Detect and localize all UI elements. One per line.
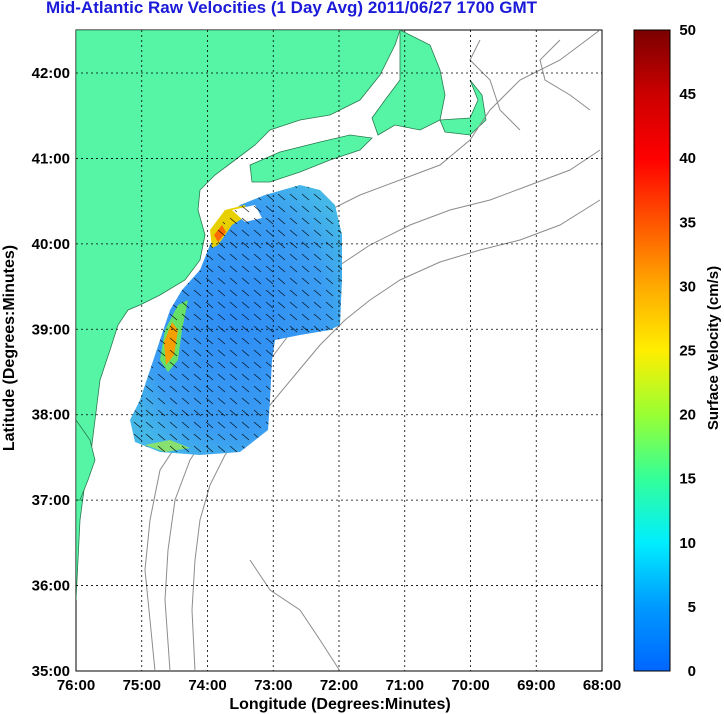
grid-lines bbox=[76, 30, 602, 671]
y-axis-ticks: 42:00 41:00 40:00 39:00 38:00 37:00 36:00 35:00 bbox=[32, 65, 70, 680]
colorbar-tick-label: 45 bbox=[679, 86, 696, 103]
y-tick-label: 35:00 bbox=[32, 663, 70, 680]
x-tick-label: 75:00 bbox=[123, 677, 161, 694]
x-tick-label: 74:00 bbox=[188, 677, 226, 694]
colorbar-tick-label: 35 bbox=[679, 214, 696, 231]
x-axis-ticks: 76:00 75:00 74:00 73:00 72:00 71:00 70:00 69:00… bbox=[57, 677, 621, 694]
colorbar-tick-label: 10 bbox=[679, 535, 696, 552]
x-axis-label: Longitude (Degrees:Minutes) bbox=[229, 696, 450, 713]
map-title: Mid-Atlantic Raw Velocities (1 Day Avg) … bbox=[46, 0, 537, 17]
x-tick-label: 76:00 bbox=[57, 677, 95, 694]
y-tick-label: 40:00 bbox=[32, 236, 70, 253]
colorbar-tick-label: 40 bbox=[679, 150, 696, 167]
x-tick-label: 72:00 bbox=[320, 677, 358, 694]
y-tick-label: 36:00 bbox=[32, 578, 70, 595]
colorbar bbox=[633, 29, 671, 672]
y-tick-label: 38:00 bbox=[32, 407, 70, 424]
colorbar-label: Surface Velocity (cm/s) bbox=[705, 266, 722, 430]
colorbar-tick-label: 20 bbox=[679, 407, 696, 424]
y-tick-label: 39:00 bbox=[32, 321, 70, 338]
x-tick-label: 73:00 bbox=[254, 677, 292, 694]
colorbar-tick-label: 25 bbox=[679, 343, 696, 360]
y-tick-label: 42:00 bbox=[32, 65, 70, 82]
colorbar-tick-label: 50 bbox=[679, 22, 696, 39]
colorbar-tick-label: 30 bbox=[679, 278, 696, 295]
colorbar-tick-label: 5 bbox=[688, 599, 696, 616]
x-tick-label: 70:00 bbox=[451, 677, 489, 694]
cape-cod bbox=[371, 30, 446, 136]
y-tick-label: 37:00 bbox=[32, 492, 70, 509]
delmarva bbox=[76, 419, 96, 501]
colorbar-tick-label: 15 bbox=[679, 471, 696, 488]
y-axis-label: Latitude (Degrees:Minutes) bbox=[1, 245, 18, 451]
colorbar-tick-label: 0 bbox=[688, 663, 696, 680]
x-tick-label: 71:00 bbox=[386, 677, 424, 694]
velocity-vectors bbox=[130, 185, 342, 455]
cape-cod-arm bbox=[439, 79, 487, 136]
x-tick-label: 68:00 bbox=[583, 677, 621, 694]
y-tick-label: 41:00 bbox=[32, 150, 70, 167]
x-tick-label: 69:00 bbox=[517, 677, 555, 694]
